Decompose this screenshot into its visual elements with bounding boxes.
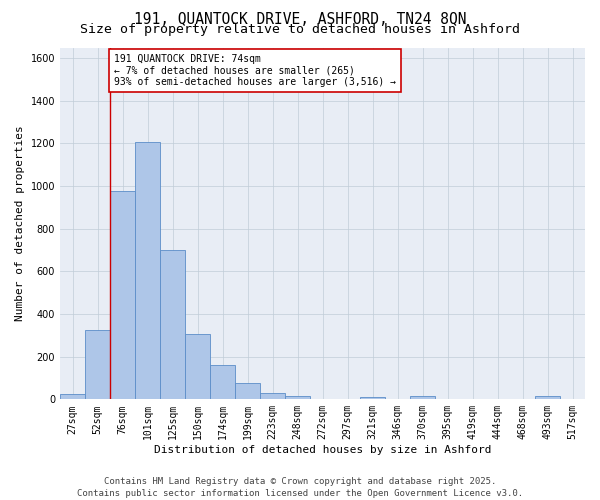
Bar (285, 396, 310, 400)
Bar (210, 365, 235, 400)
Bar (160, 250, 185, 400)
Text: 191 QUANTOCK DRIVE: 74sqm
← 7% of detached houses are smaller (265)
93% of semi-: 191 QUANTOCK DRIVE: 74sqm ← 7% of detach… (114, 54, 396, 87)
X-axis label: Distribution of detached houses by size in Ashford: Distribution of detached houses by size … (154, 445, 491, 455)
Text: 191, QUANTOCK DRIVE, ASHFORD, TN24 8QN: 191, QUANTOCK DRIVE, ASHFORD, TN24 8QN (134, 12, 466, 28)
Y-axis label: Number of detached properties: Number of detached properties (15, 126, 25, 322)
Bar (360, 397, 385, 400)
Bar (110, 192, 135, 400)
Bar (535, 396, 560, 400)
Text: Size of property relative to detached houses in Ashford: Size of property relative to detached ho… (80, 24, 520, 36)
Bar (260, 393, 285, 400)
Text: Contains HM Land Registry data © Crown copyright and database right 2025.
Contai: Contains HM Land Registry data © Crown c… (77, 476, 523, 498)
Bar (235, 384, 260, 400)
Bar (60, 394, 85, 400)
Bar (185, 334, 210, 400)
Bar (85, 330, 110, 400)
Bar (410, 396, 435, 400)
Bar (135, 142, 160, 400)
